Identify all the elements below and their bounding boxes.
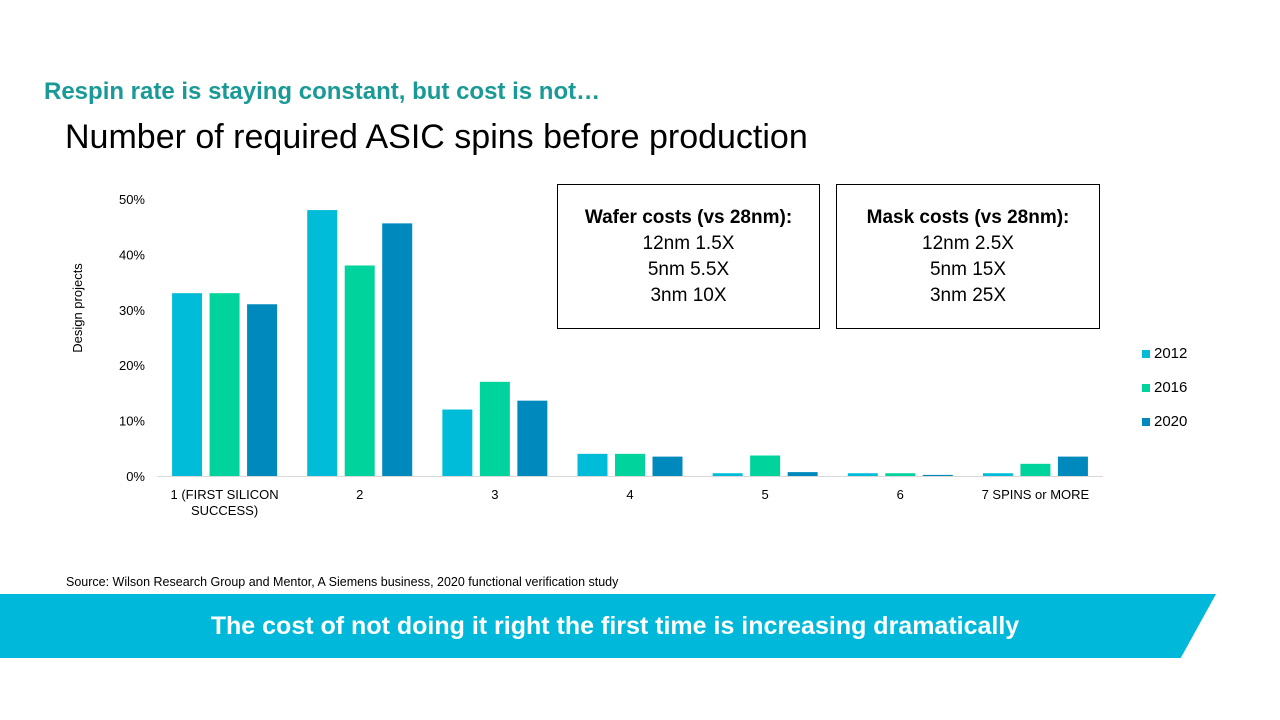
y-tick-label: 20% [119, 358, 145, 373]
legend-label: 2016 [1154, 378, 1188, 396]
bar [382, 223, 413, 476]
x-tick-label: 6 [897, 487, 904, 502]
bar [982, 473, 1013, 476]
wafer-cost-line: 5nm 5.5X [647, 259, 730, 280]
x-tick-label: 4 [626, 487, 633, 502]
y-tick-label: 0% [126, 469, 145, 484]
banner-text: The cost of not doing it right the first… [210, 611, 1020, 640]
legend-label: 2012 [1154, 344, 1188, 362]
bar [885, 473, 916, 476]
bar [1057, 456, 1088, 476]
mask-costs-heading: Mask costs (vs 28nm): [866, 207, 1070, 228]
y-tick-label: 50% [119, 192, 145, 207]
bar [442, 409, 473, 476]
bar [209, 293, 240, 476]
wafer-cost-line: 12nm 1.5X [642, 233, 735, 254]
legend-label: 2020 [1154, 412, 1188, 430]
bar [479, 381, 510, 476]
x-tick-label: 5 [762, 487, 769, 502]
bar [307, 210, 338, 476]
bar [922, 474, 953, 476]
y-tick-label: 40% [119, 247, 145, 262]
legend-swatch [1142, 418, 1150, 426]
bar [247, 304, 278, 476]
legend-swatch [1142, 350, 1150, 358]
bar [787, 472, 818, 476]
legend-item-2016: 2016 [1142, 370, 1187, 404]
mask-costs-box: Mask costs (vs 28nm): 12nm 2.5X 5nm 15X … [836, 184, 1100, 329]
x-tick-label: 2 [356, 487, 363, 502]
spins-bar-chart: 0% 10% 20% 30% 40% 50% Design projects 1 (FIRST… [70, 192, 1103, 518]
slide-title: Number of required ASIC spins before pro… [65, 118, 808, 156]
bar [615, 453, 645, 476]
bar [652, 456, 683, 476]
source-note: Source: Wilson Research Group and Mentor… [66, 575, 619, 589]
bar [517, 400, 548, 476]
x-tick-label: 3 [491, 487, 498, 502]
y-tick-label: 10% [119, 414, 145, 429]
bar [847, 473, 878, 476]
banner-background [0, 594, 1216, 658]
slide-subtitle: Respin rate is staying constant, but cos… [44, 78, 601, 105]
mask-cost-line: 5nm 15X [929, 259, 1007, 280]
bar [750, 455, 781, 476]
bar [1020, 463, 1051, 476]
wafer-costs-heading: Wafer costs (vs 28nm): [584, 207, 793, 228]
wafer-cost-line: 3nm 10X [650, 285, 727, 306]
mask-cost-line: 12nm 2.5X [922, 233, 1014, 254]
bar [344, 265, 375, 476]
y-axis-label: Design projects [70, 263, 85, 353]
chart-legend: 2012 2016 2020 [1142, 336, 1187, 438]
bar [577, 453, 608, 476]
wafer-costs-box: Wafer costs (vs 28nm): 12nm 1.5X 5nm 5.5… [557, 184, 820, 329]
bar [172, 293, 203, 476]
y-tick-label: 30% [119, 303, 145, 318]
legend-swatch [1142, 384, 1150, 392]
x-tick-label: 7 SPINS or MORE [982, 487, 1090, 502]
bar [712, 473, 743, 476]
x-tick-label: 1 (FIRST SILICON SUCCESS) [171, 487, 279, 518]
mask-cost-line: 3nm 25X [929, 285, 1007, 306]
legend-item-2020: 2020 [1142, 404, 1187, 438]
legend-item-2012: 2012 [1142, 336, 1187, 370]
